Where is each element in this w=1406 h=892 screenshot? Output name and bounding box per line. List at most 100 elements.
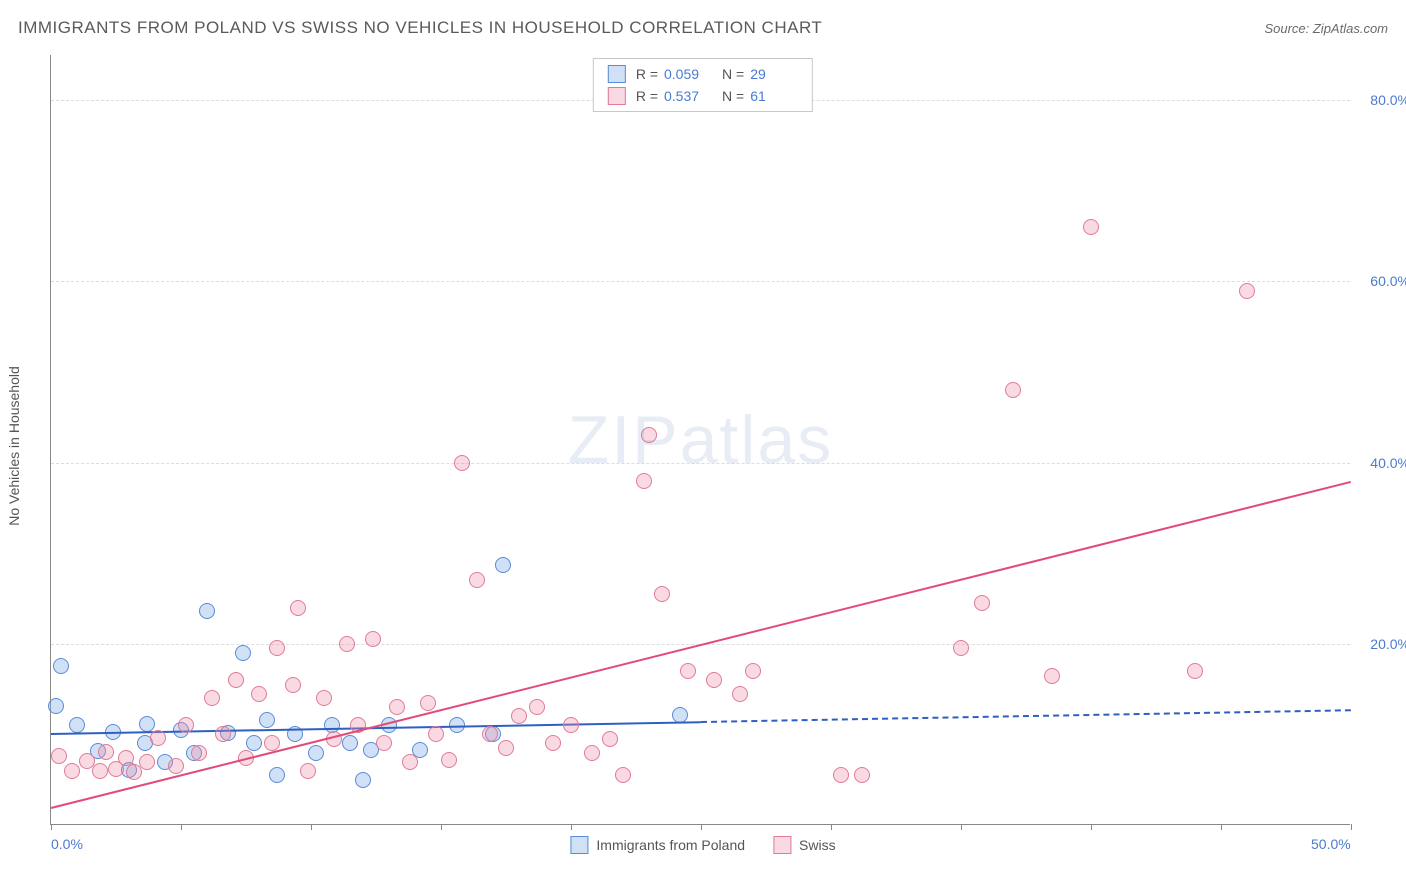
data-point xyxy=(854,767,870,783)
data-point xyxy=(428,726,444,742)
series-name: Immigrants from Poland xyxy=(596,837,745,853)
data-point xyxy=(139,754,155,770)
legend-swatch xyxy=(608,87,626,105)
data-point xyxy=(285,677,301,693)
data-point xyxy=(953,640,969,656)
data-point xyxy=(1083,219,1099,235)
data-point xyxy=(1005,382,1021,398)
x-tick xyxy=(1221,824,1222,830)
data-point xyxy=(545,735,561,751)
data-point xyxy=(365,631,381,647)
data-point xyxy=(441,752,457,768)
data-point xyxy=(168,758,184,774)
data-point xyxy=(339,636,355,652)
data-point xyxy=(563,717,579,733)
x-tick xyxy=(311,824,312,830)
data-point xyxy=(300,763,316,779)
data-point xyxy=(680,663,696,679)
legend-r-value: 0.537 xyxy=(664,88,712,104)
data-point xyxy=(402,754,418,770)
legend-swatch xyxy=(570,836,588,854)
data-point xyxy=(269,640,285,656)
data-point xyxy=(420,695,436,711)
chart-title: IMMIGRANTS FROM POLAND VS SWISS NO VEHIC… xyxy=(18,18,822,38)
data-point xyxy=(48,698,64,714)
series-name: Swiss xyxy=(799,837,836,853)
y-axis-label: No Vehicles in Household xyxy=(6,366,22,526)
data-point xyxy=(355,772,371,788)
data-point xyxy=(584,745,600,761)
legend-n-label: N = xyxy=(722,88,744,104)
series-legend-item: Immigrants from Poland xyxy=(570,836,745,854)
data-point xyxy=(98,744,114,760)
legend-r-label: R = xyxy=(636,88,658,104)
legend-swatch xyxy=(608,65,626,83)
legend-n-value: 61 xyxy=(750,88,798,104)
x-tick xyxy=(701,824,702,830)
data-point xyxy=(1187,663,1203,679)
data-point xyxy=(636,473,652,489)
y-tick-label: 80.0% xyxy=(1370,92,1406,108)
data-point xyxy=(139,716,155,732)
data-point xyxy=(204,690,220,706)
data-point xyxy=(833,767,849,783)
watermark: ZIPatlas xyxy=(568,401,833,479)
x-tick-label: 0.0% xyxy=(51,836,83,852)
data-point xyxy=(69,717,85,733)
data-point xyxy=(1239,283,1255,299)
series-legend: Immigrants from Poland Swiss xyxy=(570,836,835,854)
x-tick xyxy=(831,824,832,830)
data-point xyxy=(215,726,231,742)
x-tick xyxy=(961,824,962,830)
x-tick xyxy=(51,824,52,830)
data-point xyxy=(641,427,657,443)
data-point xyxy=(51,748,67,764)
data-point xyxy=(376,735,392,751)
correlation-legend: R =0.059N =29R =0.537N =61 xyxy=(593,58,813,112)
data-point xyxy=(150,730,166,746)
y-tick-label: 20.0% xyxy=(1370,636,1406,652)
data-point xyxy=(228,672,244,688)
data-point xyxy=(126,764,142,780)
data-point xyxy=(191,745,207,761)
scatter-plot: ZIPatlas 20.0%40.0%60.0%80.0%0.0%50.0% xyxy=(50,55,1350,825)
x-tick-label: 50.0% xyxy=(1311,836,1351,852)
data-point xyxy=(316,690,332,706)
data-point xyxy=(732,686,748,702)
data-point xyxy=(199,603,215,619)
data-point xyxy=(454,455,470,471)
data-point xyxy=(511,708,527,724)
data-point xyxy=(482,726,498,742)
legend-row: R =0.059N =29 xyxy=(594,63,812,85)
series-legend-item: Swiss xyxy=(773,836,836,854)
data-point xyxy=(602,731,618,747)
x-tick xyxy=(571,824,572,830)
legend-row: R = 0.537 N = 61 xyxy=(594,85,812,107)
data-point xyxy=(251,686,267,702)
data-point xyxy=(1044,668,1060,684)
data-point xyxy=(654,586,670,602)
data-point xyxy=(235,645,251,661)
data-point xyxy=(615,767,631,783)
x-tick xyxy=(181,824,182,830)
data-point xyxy=(498,740,514,756)
data-point xyxy=(64,763,80,779)
x-tick xyxy=(441,824,442,830)
data-point xyxy=(53,658,69,674)
x-tick xyxy=(1351,824,1352,830)
data-point xyxy=(308,745,324,761)
y-tick-label: 60.0% xyxy=(1370,273,1406,289)
data-point xyxy=(246,735,262,751)
source-label: Source: ZipAtlas.com xyxy=(1264,21,1388,36)
legend-r-label: R = xyxy=(636,66,658,82)
regression-line xyxy=(701,709,1351,723)
data-point xyxy=(706,672,722,688)
data-point xyxy=(178,717,194,733)
grid-line xyxy=(51,281,1350,282)
legend-n-label: N = xyxy=(722,66,744,82)
x-tick xyxy=(1091,824,1092,830)
legend-n-value: 29 xyxy=(750,66,798,82)
data-point xyxy=(269,767,285,783)
legend-swatch xyxy=(773,836,791,854)
data-point xyxy=(529,699,545,715)
